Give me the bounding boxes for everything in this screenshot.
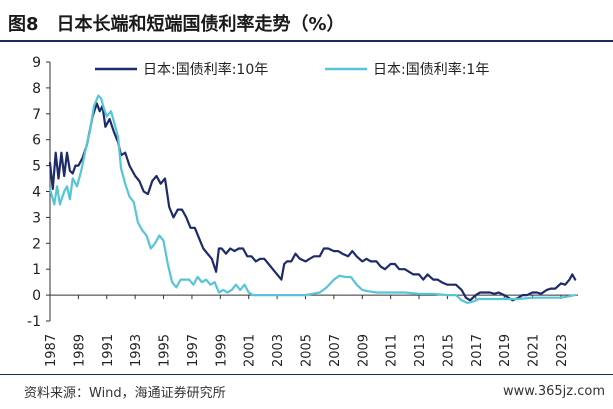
x-tick-label: 1993 — [129, 334, 144, 367]
line-chart: -1 0 1 2 3 4 5 6 7 8 9 1987 1989 1991 1993 1995 1997 199… — [27, 55, 578, 367]
series-layer — [48, 94, 577, 304]
footer: 资料来源：Wind，海通证券研究所 www.365jz.com — [0, 374, 613, 409]
y-tick-label: 1 — [32, 262, 41, 278]
y-tick-label: 6 — [32, 133, 41, 149]
title-bar: 图8 日本长端和短端国债利率走势（%） — [0, 0, 613, 42]
series-line-1y — [48, 94, 577, 304]
title-divider — [0, 40, 613, 42]
x-tick-label: 2013 — [413, 334, 428, 367]
x-tick-label: 1995 — [158, 334, 173, 367]
x-tick-label: 1991 — [101, 334, 116, 367]
x-tick-label: 1989 — [72, 334, 87, 367]
y-tick-label: 7 — [32, 107, 41, 123]
y-tick-label: 0 — [32, 288, 41, 304]
x-tick-label: 2009 — [356, 334, 371, 367]
y-tick-label: -1 — [27, 314, 41, 330]
legend-label-10y: 日本:国债利率:10年 — [143, 61, 268, 78]
chart-title: 图8 日本长端和短端国债利率走势（%） — [8, 14, 345, 35]
x-tick-label: 2005 — [299, 334, 314, 367]
x-tick-label: 1987 — [44, 334, 59, 367]
x-tick-label: 2021 — [527, 334, 542, 367]
x-tick-label: 2001 — [243, 334, 258, 367]
x-tick-label: 2011 — [385, 334, 400, 367]
y-tick-label: 2 — [32, 236, 41, 252]
legend-label-1y: 日本:国债利率:1年 — [373, 61, 489, 78]
legend: 日本:国债利率:10年 日本:国债利率:1年 — [95, 61, 489, 78]
series-line-10y — [48, 102, 577, 302]
y-tick-label: 5 — [32, 159, 41, 175]
y-axis: -1 0 1 2 3 4 5 6 7 8 9 — [27, 55, 51, 330]
x-tick-label: 2019 — [498, 334, 513, 367]
y-tick-label: 4 — [32, 185, 41, 201]
x-tick-label: 2017 — [470, 334, 485, 367]
x-tick-label: 1997 — [186, 334, 201, 367]
source-note: 资料来源：Wind，海通证券研究所 — [24, 386, 226, 401]
y-tick-label: 8 — [32, 81, 41, 97]
x-tick-label: 2007 — [328, 334, 343, 367]
y-tick-label: 9 — [32, 55, 41, 71]
x-tick-label: 2003 — [271, 334, 286, 367]
watermark: www.365jz.com — [503, 384, 605, 399]
footer-divider — [0, 374, 613, 375]
x-tick-label: 2023 — [555, 334, 570, 367]
x-tick-label: 2015 — [441, 334, 456, 367]
x-tick-label: 1999 — [214, 334, 229, 367]
y-tick-label: 3 — [32, 210, 41, 226]
x-axis: 1987 1989 1991 1993 1995 1997 1999 2001 2003 2005… — [44, 294, 578, 367]
